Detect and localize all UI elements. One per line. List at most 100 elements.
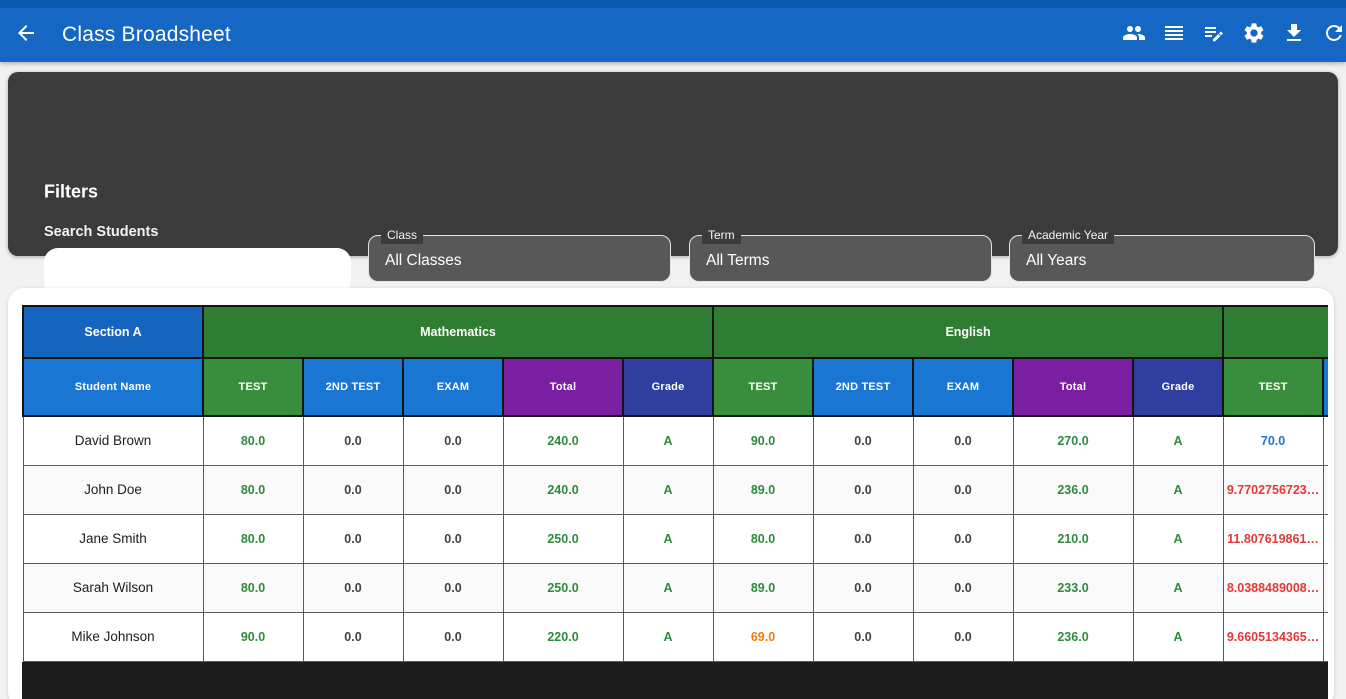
column-header-exam: EXAM — [912, 357, 1014, 417]
broadsheet-table: Section A Mathematics English Student Name T… — [22, 305, 1328, 662]
score-cell: 0.0 — [812, 513, 914, 564]
class-filter-dropdown[interactable]: Class All Classes — [368, 227, 671, 282]
score-cell: 0.0 — [912, 562, 1014, 613]
student-name-cell: Sarah Wilson — [22, 562, 204, 613]
student-name-cell: Jane Smith — [22, 513, 204, 564]
column-header-total: Total — [502, 357, 624, 417]
search-students-label: Search Students — [44, 224, 159, 240]
score-cell: 0.0 — [402, 513, 504, 564]
settings-gear-icon — [1242, 21, 1266, 48]
score-cell: 8.0388489008… — [1222, 562, 1324, 613]
column-header-test: TEST — [712, 357, 814, 417]
filters-panel: Filters Search Students Class All Classe… — [8, 72, 1338, 296]
column-header-total: Total — [1012, 357, 1134, 417]
column-header-exam: EXAM — [402, 357, 504, 417]
score-cell: 80.0 — [202, 562, 304, 613]
student-name-cell: Mike Johnson — [22, 611, 204, 662]
list-view-button[interactable] — [1162, 15, 1186, 55]
score-cell: 90.0 — [202, 611, 304, 662]
score-cell: 80.0 — [712, 513, 814, 564]
score-cell: 0.0 — [402, 611, 504, 662]
score-cell: A — [622, 464, 714, 515]
score-cell: 270.0 — [1012, 415, 1134, 466]
app-bar: Class Broadsheet — [0, 0, 1346, 62]
score-cell: 0.0 — [302, 513, 404, 564]
term-filter-dropdown[interactable]: Term All Terms — [689, 227, 992, 282]
score-cell: 0.0 — [812, 464, 914, 515]
score-cell: 0.0 — [402, 562, 504, 613]
score-cell: 80.0 — [202, 415, 304, 466]
score-cell — [1322, 513, 1328, 564]
student-name-cell: David Brown — [22, 415, 204, 466]
score-cell: 233.0 — [1012, 562, 1134, 613]
score-cell: 0.0 — [812, 415, 914, 466]
column-header-2nd-test: 2ND TEST — [812, 357, 914, 417]
download-button[interactable] — [1282, 15, 1306, 55]
column-header-test: TEST — [1222, 357, 1325, 417]
table-row: Sarah Wilson 80.0 0.0 0.0 250.0 A 89.0 0.0 0.0 23… — [22, 562, 1328, 613]
score-cell: 210.0 — [1012, 513, 1134, 564]
score-cell: 0.0 — [912, 513, 1014, 564]
score-cell: 236.0 — [1012, 464, 1134, 515]
score-cell: 0.0 — [302, 464, 404, 515]
column-header-grade: Grade — [1131, 357, 1225, 417]
score-cell: 0.0 — [912, 611, 1014, 662]
students-button[interactable] — [1122, 15, 1146, 55]
table-row: John Doe 80.0 0.0 0.0 240.0 A 89.0 0.0 0.0 236.0 A… — [22, 464, 1328, 515]
score-cell: 0.0 — [912, 464, 1014, 515]
term-filter-label: Term — [702, 227, 741, 244]
reorder-icon — [1162, 21, 1186, 48]
table-row: Jane Smith 80.0 0.0 0.0 250.0 A 80.0 0.0 0.0 210.… — [22, 513, 1328, 564]
score-cell: 0.0 — [302, 415, 404, 466]
broadsheet-scroll-area[interactable]: Section A Mathematics English Student Name T… — [22, 305, 1328, 699]
column-header-grade: Grade — [622, 357, 714, 417]
class-filter-label: Class — [381, 227, 424, 244]
refresh-button[interactable] — [1322, 15, 1346, 55]
score-cell — [1322, 562, 1328, 613]
score-cell: 89.0 — [712, 464, 814, 515]
score-cell: 89.0 — [712, 562, 814, 613]
score-cell: A — [1132, 415, 1224, 466]
edit-scores-button[interactable] — [1202, 15, 1226, 55]
score-cell: A — [622, 562, 714, 613]
score-cell: A — [1132, 611, 1224, 662]
score-cell: 220.0 — [502, 611, 624, 662]
subject-header-english: English — [711, 305, 1225, 359]
class-filter-value: All Classes — [385, 251, 462, 269]
score-cell: 70.0 — [1222, 415, 1324, 466]
score-cell: A — [622, 415, 714, 466]
score-cell: A — [622, 611, 714, 662]
score-cell: 236.0 — [1012, 611, 1134, 662]
score-cell: 250.0 — [502, 513, 624, 564]
score-cell — [1322, 415, 1328, 466]
subject-header-2 — [1222, 305, 1328, 359]
score-cell: 0.0 — [912, 415, 1014, 466]
back-button[interactable] — [6, 14, 46, 54]
student-name-cell: John Doe — [22, 464, 204, 515]
score-cell: 0.0 — [402, 464, 504, 515]
edit-note-icon — [1202, 21, 1226, 48]
broadsheet-card: Section A Mathematics English Student Name T… — [8, 288, 1334, 699]
academic-year-filter-dropdown[interactable]: Academic Year All Years — [1009, 227, 1315, 282]
arrow-back-icon — [14, 21, 38, 48]
column-header-2nd-test: 2ND TEST — [302, 357, 404, 417]
score-cell: 9.6605134365… — [1222, 611, 1324, 662]
score-cell: 0.0 — [812, 611, 914, 662]
table-row: Mike Johnson 90.0 0.0 0.0 220.0 A 69.0 0.0 0.0 23… — [22, 611, 1328, 662]
student-name-column-header: Student Name — [22, 357, 204, 417]
score-cell: 80.0 — [202, 464, 304, 515]
table-row: David Brown 80.0 0.0 0.0 240.0 A 90.0 0.0 0.0 270… — [22, 415, 1328, 466]
section-header-cell: Section A — [22, 305, 204, 359]
score-cell: A — [1132, 513, 1224, 564]
score-cell: A — [1132, 562, 1224, 613]
score-cell: 0.0 — [302, 562, 404, 613]
academic-year-filter-label: Academic Year — [1022, 227, 1115, 244]
filters-heading: Filters — [44, 181, 99, 202]
score-cell: 250.0 — [502, 562, 624, 613]
download-icon — [1282, 21, 1306, 48]
column-header-clipped — [1322, 357, 1328, 417]
score-cell: A — [1132, 464, 1224, 515]
score-cell: A — [622, 513, 714, 564]
settings-button[interactable] — [1242, 15, 1266, 55]
score-cell: 9.7702756723… — [1222, 464, 1324, 515]
